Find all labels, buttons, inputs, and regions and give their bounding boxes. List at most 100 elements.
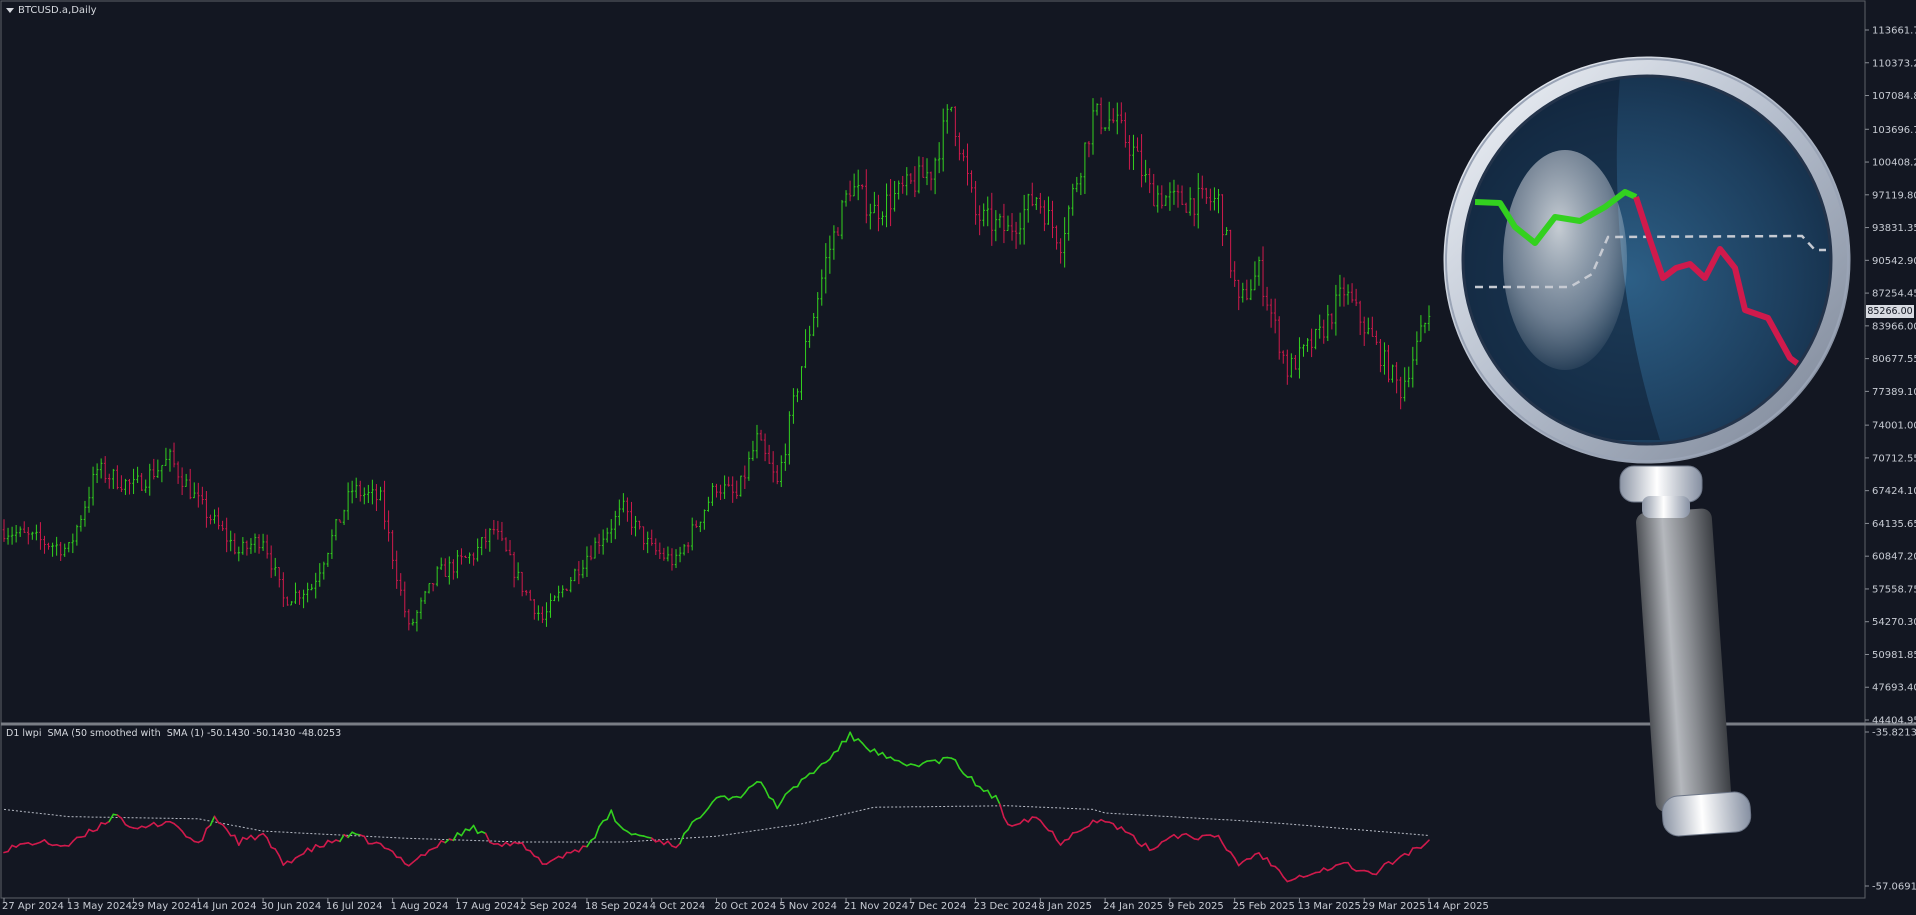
lwpi-segment <box>675 842 681 849</box>
candle <box>310 583 313 591</box>
candle <box>399 573 403 596</box>
candle <box>480 537 483 556</box>
lwpi-segment <box>711 797 718 803</box>
candle <box>897 180 900 200</box>
lwpi-segment <box>7 844 13 853</box>
date-tick-label: 14 Apr 2025 <box>1427 901 1489 912</box>
candle <box>609 519 613 543</box>
candle <box>1233 261 1236 287</box>
candle <box>395 550 398 589</box>
price-tick-label: 83966.00 <box>1872 321 1916 332</box>
lwpi-segment <box>727 796 734 801</box>
lwpi-segment <box>302 847 309 855</box>
candle <box>626 497 629 522</box>
candle <box>1294 354 1297 370</box>
candle <box>1168 182 1172 211</box>
candle <box>759 429 763 441</box>
candle <box>302 589 305 609</box>
lwpi-segment <box>181 830 187 838</box>
lwpi-segment <box>586 839 592 848</box>
candle <box>184 473 188 487</box>
candle <box>929 171 933 191</box>
candle <box>322 561 326 580</box>
lwpi-segment <box>1156 841 1163 848</box>
lwpi-segment <box>108 813 115 823</box>
lwpi-segment <box>881 751 888 759</box>
chevron-down-icon[interactable] <box>6 7 14 13</box>
candle <box>496 520 500 540</box>
lwpi-segment <box>1282 876 1289 883</box>
candle <box>966 143 969 186</box>
candle <box>731 476 734 503</box>
candle <box>735 480 739 499</box>
lwpi-segment <box>788 786 795 792</box>
candle <box>1221 194 1224 247</box>
candle <box>982 203 985 227</box>
lwpi-segment <box>978 785 985 793</box>
candle <box>723 475 726 499</box>
candle <box>1379 338 1382 373</box>
candle <box>1346 284 1350 305</box>
date-tick-label: 9 Feb 2025 <box>1168 901 1224 912</box>
candle <box>694 520 698 528</box>
candle <box>1144 159 1147 183</box>
candle <box>1128 135 1131 170</box>
lwpi-segment <box>918 762 924 768</box>
candle <box>43 535 46 554</box>
candle <box>707 496 710 512</box>
candle <box>350 480 354 504</box>
lwpi-segment <box>246 834 252 841</box>
lwpi-segment <box>897 759 904 765</box>
lwpi-segment <box>772 798 779 810</box>
lwpi-segment <box>1043 825 1050 832</box>
candle <box>1010 213 1014 241</box>
lwpi-segment <box>594 825 600 839</box>
date-axis: 27 Apr 2024 13 May 2024 29 May 2024 14 Jun … <box>2 898 1489 912</box>
candle <box>885 183 888 228</box>
candle <box>391 530 394 570</box>
lwpi-segment <box>1120 826 1127 833</box>
candle <box>954 106 957 147</box>
lwpi-segment <box>1055 839 1062 846</box>
lwpi-segment <box>306 847 313 853</box>
candle <box>1051 200 1054 239</box>
candle <box>245 540 249 556</box>
price-tick-label: 57558.75 <box>1872 584 1916 595</box>
indicator-title: D1 lwpi SMA (50 smoothed with SMA (1) -5… <box>6 728 342 739</box>
candle <box>569 576 573 593</box>
candle <box>468 552 471 564</box>
candle <box>354 477 358 499</box>
lwpi-segment <box>408 861 414 867</box>
date-tick-label: 17 Aug 2024 <box>455 901 519 912</box>
lwpi-segment <box>282 860 289 866</box>
candle <box>925 158 929 186</box>
lwpi-segment <box>278 855 285 866</box>
candle <box>156 459 160 478</box>
candle <box>1111 108 1115 124</box>
lwpi-segment <box>221 823 228 831</box>
candle <box>654 538 658 556</box>
lwpi-segment <box>1391 859 1398 865</box>
candle <box>1318 314 1321 339</box>
candle <box>237 546 241 562</box>
candle <box>528 589 532 601</box>
candle <box>342 509 346 525</box>
lwpi-segment <box>995 794 1001 806</box>
symbol-title[interactable]: BTCUSD.a,Daily <box>6 2 97 18</box>
lwpi-segment <box>598 820 604 828</box>
lwpi-segment <box>238 836 244 846</box>
candle <box>128 478 131 495</box>
price-tick-label: 113661.70 <box>1872 26 1916 37</box>
candle <box>1281 350 1285 364</box>
candle <box>864 169 868 224</box>
candle <box>1241 282 1245 303</box>
candle <box>132 468 135 495</box>
signal-line <box>3 805 1430 843</box>
lwpi-segment <box>999 803 1005 819</box>
lwpi-segment <box>1258 852 1264 861</box>
candle <box>6 527 10 545</box>
candle <box>856 169 860 201</box>
candle <box>192 482 196 499</box>
